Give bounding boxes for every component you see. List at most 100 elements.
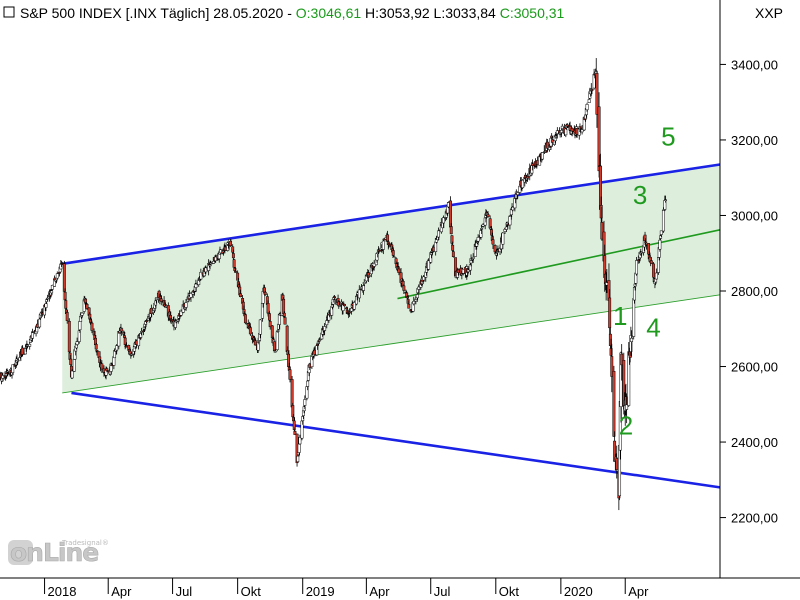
wave-label-2: 2 (619, 411, 633, 441)
y-tick-label: 2400,00 (731, 435, 778, 450)
candle-body (301, 416, 305, 422)
wave-label-4: 4 (646, 312, 660, 342)
candle-body (550, 135, 554, 139)
candle-body (38, 318, 42, 328)
candle-body (658, 239, 662, 250)
candle-body (231, 253, 235, 259)
candle-body (531, 163, 535, 166)
candle-body (647, 243, 651, 255)
candle-body (585, 104, 589, 111)
y-tick-label: 2800,00 (731, 284, 778, 299)
symbol-label: XXP (755, 5, 783, 21)
candle-body (243, 314, 247, 324)
candle-body (298, 437, 302, 445)
candle-body (412, 301, 416, 305)
candle-body (554, 135, 558, 138)
candle-body (268, 321, 272, 328)
candle-body (100, 363, 104, 370)
candle-body (367, 272, 370, 278)
candle-body (415, 294, 419, 299)
candle-body (325, 320, 329, 326)
candle-body (18, 357, 22, 362)
candle-body (98, 356, 102, 363)
candle-body (659, 235, 663, 239)
candle-body (258, 319, 262, 335)
candle-body (270, 325, 274, 339)
candle-body (625, 404, 629, 410)
candle-body (292, 420, 296, 430)
candle-body (44, 303, 48, 308)
candle-body (437, 230, 440, 238)
y-tick-label: 3000,00 (731, 208, 778, 223)
candle-body (282, 312, 286, 317)
candle-body (65, 312, 69, 321)
candle-body (303, 399, 307, 406)
candle-body (88, 313, 92, 320)
candle-body (635, 260, 638, 275)
candle-body (62, 263, 66, 292)
x-tick-label: Apr (369, 584, 390, 599)
candle-body (495, 251, 499, 253)
candle-body (504, 226, 508, 230)
candle-body (95, 349, 99, 352)
candle-body (509, 215, 513, 217)
candle-body (122, 332, 126, 335)
candle-body (629, 335, 633, 352)
candle-body (4, 376, 8, 378)
candle-body (291, 405, 295, 418)
candle-body (338, 305, 341, 307)
y-tick-label: 3200,00 (731, 133, 778, 148)
candle-body (362, 285, 365, 291)
candle-body (137, 335, 141, 347)
candle-body (316, 344, 320, 346)
candle-body (28, 343, 32, 347)
candle-body (429, 252, 433, 255)
candle-body (239, 293, 242, 298)
candle-body (184, 302, 188, 308)
candle-body (130, 354, 134, 356)
candle-body (120, 328, 124, 332)
candle-body (483, 217, 487, 226)
candle-body (449, 226, 453, 235)
candle-body (189, 293, 193, 298)
candle-body (449, 200, 452, 228)
candle-body (560, 125, 564, 129)
candle-body (599, 205, 603, 219)
channel-band (62, 164, 720, 393)
candle-body (590, 89, 594, 91)
candle-body (92, 330, 96, 336)
lower-channel-line (71, 391, 721, 489)
candle-body (659, 230, 663, 235)
x-tick-label: Apr (111, 584, 132, 599)
candle-body (272, 341, 276, 352)
checkbox-icon[interactable] (3, 6, 15, 18)
candle-body (256, 342, 260, 351)
x-tick-label: Jul (176, 584, 193, 599)
candle-body (75, 341, 79, 345)
candle-body (78, 320, 82, 331)
candle-body (491, 239, 495, 245)
candle-body (169, 315, 172, 320)
candle-body (113, 350, 117, 359)
x-tick-label: Apr (628, 584, 649, 599)
candle-body (275, 331, 279, 350)
candle-body (283, 317, 287, 325)
candle-body (263, 291, 267, 296)
candle-body (661, 210, 665, 232)
candle-body (231, 246, 235, 253)
candle-body (654, 272, 658, 280)
chart-header: S&P 500 INDEX [.INX Täglich] 28.05.2020 … (3, 5, 783, 21)
candle-body (580, 129, 584, 133)
svg-text:S&P 500 INDEX [.INX Täglich]: S&P 500 INDEX [.INX Täglich] 28.05.2020 … (20, 5, 565, 21)
candle-body (5, 372, 9, 374)
y-tick-label: 2600,00 (731, 360, 778, 375)
x-tick-label: 2018 (48, 584, 77, 599)
watermark-logo: onLine Tradesignal® (8, 538, 109, 567)
watermark-brand: onLine (10, 538, 98, 567)
candle-body (633, 283, 637, 287)
close-value: C:3050,31 (500, 5, 565, 21)
candle-body (316, 341, 320, 344)
candle-body (84, 298, 88, 303)
candle-body (357, 289, 361, 299)
